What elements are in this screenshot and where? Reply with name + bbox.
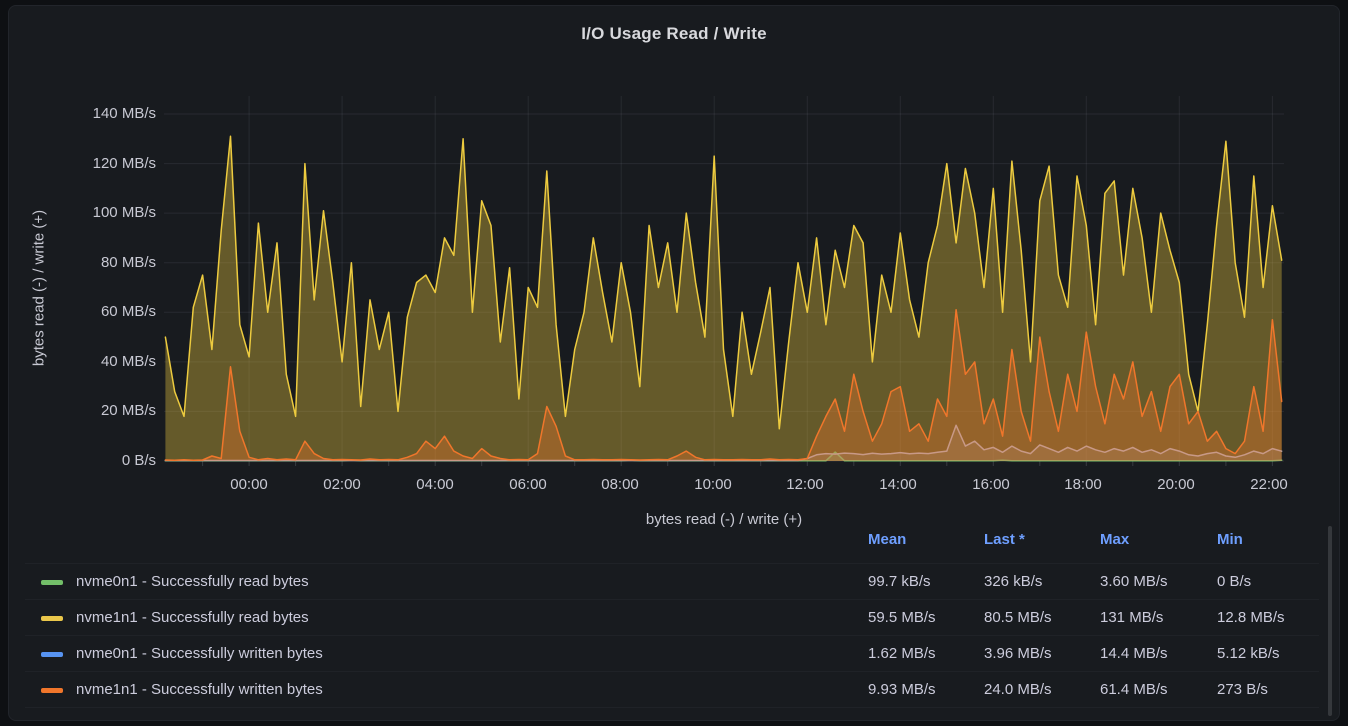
y-tick-label: 60 MB/s [100, 303, 156, 320]
stat-max: 14.4 MB/s [1100, 645, 1168, 662]
io-usage-panel: I/O Usage Read / Write 140 MB/s 120 MB/s… [8, 5, 1340, 721]
x-tick-label: 20:00 [1157, 476, 1195, 493]
y-tick-label: 80 MB/s [100, 254, 156, 271]
x-axis-title: bytes read (-) / write (+) [645, 511, 803, 528]
legend-header-row: Mean Last * Max Min [9, 531, 1341, 563]
series-area-2 [165, 425, 1282, 461]
x-tick-label: 04:00 [416, 476, 454, 493]
stat-min: 0 B/s [1217, 573, 1252, 590]
stat-mean: 99.7 kB/s [868, 573, 931, 590]
stat-last: 80.5 MB/s [984, 609, 1052, 626]
stat-max: 61.4 MB/s [1100, 681, 1168, 698]
legend-header-mean[interactable]: Mean [868, 531, 907, 548]
y-tick-label: 100 MB/s [92, 204, 156, 221]
y-tick-label: 0 B/s [121, 452, 156, 469]
y-tick-label: 20 MB/s [100, 402, 156, 419]
series-color-swatch[interactable] [41, 652, 63, 657]
legend-header-last[interactable]: Last * [984, 531, 1025, 548]
series-color-swatch[interactable] [41, 688, 63, 693]
x-tick-label: 02:00 [323, 476, 361, 493]
stat-last: 24.0 MB/s [984, 681, 1052, 698]
x-tick-label: 12:00 [786, 476, 824, 493]
x-tick-label: 16:00 [972, 476, 1010, 493]
stat-max: 131 MB/s [1100, 609, 1164, 626]
stat-last: 3.96 MB/s [984, 645, 1052, 662]
panel-title[interactable]: I/O Usage Read / Write [581, 24, 767, 43]
legend-row: nvme0n1 - Successfully read bytes 99.7 k… [25, 563, 1319, 600]
stat-max: 3.60 MB/s [1100, 573, 1168, 590]
series-line-3 [164, 309, 1283, 462]
stat-mean: 59.5 MB/s [868, 609, 936, 626]
legend-bottom-divider [25, 707, 1319, 708]
stat-last: 326 kB/s [984, 573, 1043, 590]
legend-header-max[interactable]: Max [1100, 531, 1130, 548]
x-tick-label: 14:00 [879, 476, 917, 493]
x-tick-label: 00:00 [230, 476, 268, 493]
legend-header-min[interactable]: Min [1217, 531, 1243, 548]
series-color-swatch[interactable] [41, 616, 63, 621]
series-color-swatch[interactable] [41, 580, 63, 585]
x-tick-label: 06:00 [509, 476, 547, 493]
legend-row: nvme1n1 - Successfully read bytes 59.5 M… [25, 599, 1319, 636]
legend-row: nvme1n1 - Successfully written bytes 9.9… [25, 671, 1319, 708]
y-tick-label: 140 MB/s [92, 105, 156, 122]
x-tick-label: 22:00 [1250, 476, 1288, 493]
series-area-3 [165, 309, 1282, 461]
series-label[interactable]: nvme1n1 - Successfully read bytes [76, 609, 309, 626]
x-tick-label: 10:00 [694, 476, 732, 493]
series-area-1 [165, 136, 1282, 462]
x-tick-label: 08:00 [601, 476, 639, 493]
x-tick-label: 18:00 [1064, 476, 1102, 493]
stat-mean: 9.93 MB/s [868, 681, 936, 698]
io-usage-chart-plot[interactable] [164, 96, 1284, 468]
legend-row: nvme0n1 - Successfully written bytes 1.6… [25, 635, 1319, 672]
series-label[interactable]: nvme0n1 - Successfully read bytes [76, 573, 309, 590]
series-line-1 [164, 135, 1283, 430]
stat-min: 12.8 MB/s [1217, 609, 1285, 626]
stat-mean: 1.62 MB/s [868, 645, 936, 662]
series-label[interactable]: nvme1n1 - Successfully written bytes [76, 681, 323, 698]
stat-min: 273 B/s [1217, 681, 1268, 698]
y-axis-title: bytes read (-) / write (+) [30, 209, 48, 367]
y-tick-label: 120 MB/s [92, 155, 156, 172]
stat-min: 5.12 kB/s [1217, 645, 1280, 662]
legend-scrollbar[interactable] [1328, 526, 1332, 716]
series-label[interactable]: nvme0n1 - Successfully written bytes [76, 645, 323, 662]
y-tick-label: 40 MB/s [100, 353, 156, 370]
